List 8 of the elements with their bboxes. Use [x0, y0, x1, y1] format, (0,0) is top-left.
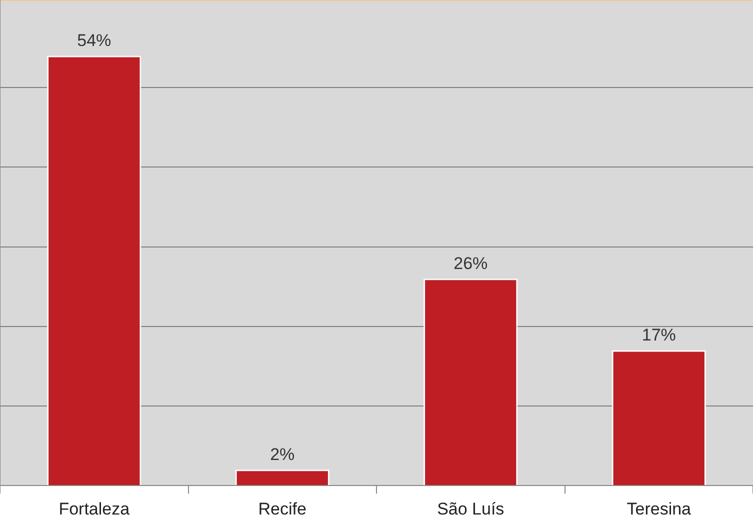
x-tick-label: Teresina — [626, 499, 692, 518]
data-label: 17% — [642, 325, 676, 344]
data-label: 2% — [270, 444, 295, 464]
x-tick-label: Recife — [258, 499, 306, 518]
data-label: 26% — [454, 254, 488, 273]
x-tick-label: Fortaleza — [58, 499, 130, 518]
x-tick-label: São Luís — [437, 499, 504, 518]
data-label: 54% — [77, 30, 112, 50]
